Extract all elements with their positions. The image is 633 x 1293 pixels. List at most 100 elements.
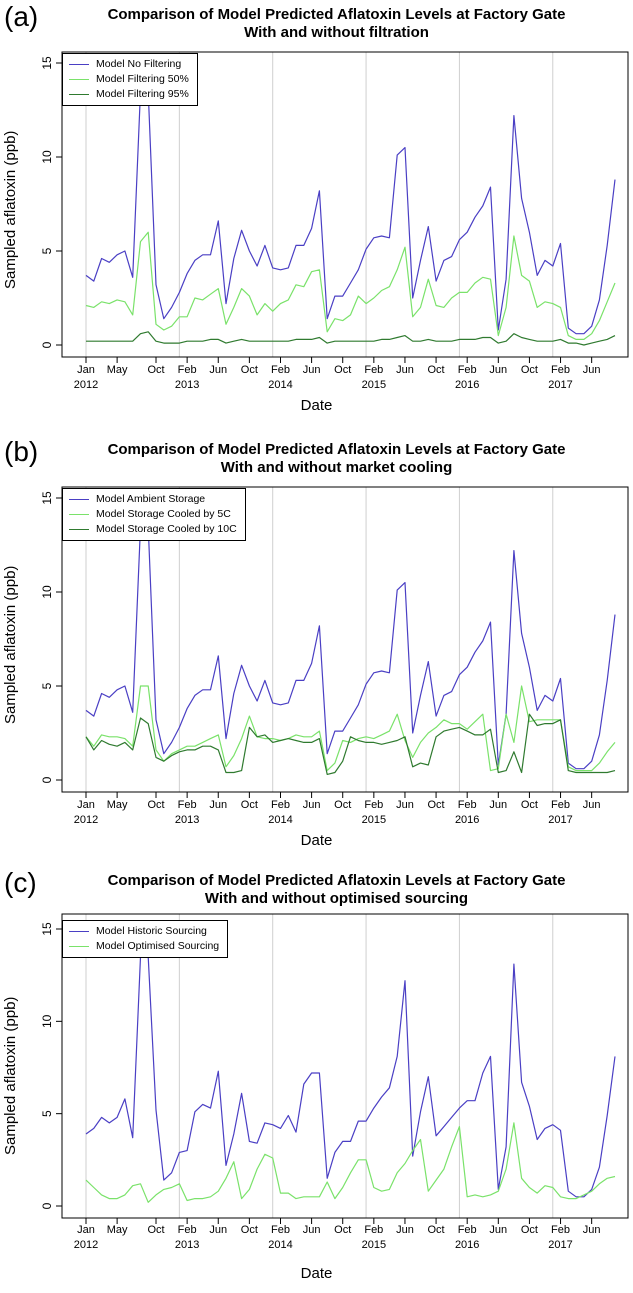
x-tick-label: Oct (334, 799, 351, 811)
x-tick-label: Feb (551, 364, 570, 376)
x-tick-year-label: 2015 (362, 814, 386, 826)
x-axis-label: Date (300, 1265, 333, 1282)
x-tick-year-label: 2013 (175, 1239, 199, 1251)
series-line-2 (85, 231, 616, 340)
x-tick-label: Feb (178, 1224, 197, 1236)
x-tick-year-label: 2017 (548, 1239, 572, 1251)
x-tick-label: Oct (334, 1224, 351, 1236)
panel-title-line1: Comparison of Model Predicted Aflatoxin … (107, 6, 566, 23)
legend: Model No Filtering Model Filtering 50% M… (62, 53, 198, 106)
y-tick-label: 15 (40, 491, 54, 505)
x-tick-label: Oct (241, 1224, 258, 1236)
x-tick-year-label: 2014 (268, 814, 292, 826)
y-tick-label: 5 (40, 682, 54, 689)
y-tick-label: 15 (40, 922, 54, 936)
panel-title-line2: With and without optimised sourcing (204, 890, 469, 907)
x-tick-label: Jun (209, 1224, 227, 1236)
legend-swatch (69, 94, 89, 95)
x-tick-year-label: 2017 (548, 379, 572, 391)
panel-title-line2: With and without market cooling (220, 459, 453, 476)
series-group (85, 525, 616, 775)
x-tick-label: Oct (241, 364, 258, 376)
x-tick-year-label: 2012 (74, 379, 98, 391)
x-tick-label: Oct (521, 799, 538, 811)
panel-b: (b) Comparison of Model Predicted Aflato… (0, 435, 633, 865)
x-tick-label: Jun (583, 364, 601, 376)
x-tick-label: Jun (489, 799, 507, 811)
x-tick-label: Feb (458, 1224, 477, 1236)
legend: Model Ambient Storage Model Storage Cool… (62, 488, 246, 541)
panel-c: (c) Comparison of Model Predicted Aflato… (0, 866, 633, 1293)
legend-label: Model Storage Cooled by 5C (96, 508, 231, 520)
x-tick-label: May (107, 799, 128, 811)
chart-plot: 0 5 10 15 Jan 2012 May Oct Feb 2013 Jun Oct Feb 2014 J… (40, 913, 629, 1251)
panel-letter: (c) (4, 867, 37, 898)
x-tick-label: Oct (241, 799, 258, 811)
series-group (85, 956, 616, 1203)
x-tick-year-label: 2017 (548, 814, 572, 826)
x-tick-year-label: 2015 (362, 379, 386, 391)
series-line-2 (85, 685, 616, 772)
x-tick-label: Jun (489, 364, 507, 376)
x-tick-label: Oct (428, 364, 445, 376)
legend-item: Model Historic Sourcing (69, 924, 219, 939)
legend-label: Model Storage Cooled by 10C (96, 523, 237, 535)
x-tick-label: Oct (428, 1224, 445, 1236)
x-tick-year-label: 2012 (74, 814, 98, 826)
x-tick-label: Feb (178, 799, 197, 811)
y-tick-label: 0 (40, 1202, 54, 1209)
x-tick-label: Jun (583, 1224, 601, 1236)
legend-swatch (69, 79, 89, 80)
x-axis-label: Date (300, 397, 333, 414)
x-tick-label: Feb (178, 364, 197, 376)
panel-letter: (b) (4, 436, 39, 467)
x-tick-year-label: 2014 (268, 1239, 292, 1251)
panel-letter: (a) (4, 1, 39, 32)
x-tick-label: Jun (303, 364, 321, 376)
x-tick-label: Jan (77, 1224, 95, 1236)
plot-frame (61, 51, 629, 358)
x-tick-year-label: 2013 (175, 379, 199, 391)
x-tick-year-label: 2012 (74, 1239, 98, 1251)
x-tick-year-label: 2016 (455, 1239, 479, 1251)
x-tick-label: Jun (489, 1224, 507, 1236)
legend-item: Model Storage Cooled by 10C (69, 522, 237, 537)
y-tick-label: 5 (40, 1110, 54, 1117)
x-tick-year-label: 2016 (455, 814, 479, 826)
x-tick-label: Oct (428, 799, 445, 811)
x-tick-label: Feb (458, 799, 477, 811)
legend-label: Model Historic Sourcing (96, 925, 207, 937)
legend: Model Historic Sourcing Model Optimised … (62, 920, 229, 958)
x-tick-year-label: 2015 (362, 1239, 386, 1251)
x-tick-label: Oct (147, 799, 164, 811)
y-tick-label: 10 (40, 585, 54, 599)
x-tick-label: Feb (364, 799, 383, 811)
x-tick-label: Feb (364, 1224, 383, 1236)
x-tick-label: Feb (271, 1224, 290, 1236)
legend-swatch (69, 499, 89, 500)
series-line-1 (85, 90, 616, 335)
y-tick-label: 10 (40, 1014, 54, 1028)
series-line-1 (85, 525, 616, 770)
panel-title-line1: Comparison of Model Predicted Aflatoxin … (107, 872, 566, 889)
x-tick-label: Feb (458, 364, 477, 376)
x-tick-label: Feb (271, 364, 290, 376)
x-axis-label: Date (300, 832, 333, 849)
legend-swatch (69, 931, 89, 932)
y-tick-label: 15 (40, 56, 54, 70)
legend-label: Model Optimised Sourcing (96, 940, 220, 952)
x-tick-label: Jun (303, 1224, 321, 1236)
y-tick-label: 0 (40, 776, 54, 783)
panel-title: Comparison of Model Predicted Aflatoxin … (40, 6, 633, 42)
x-tick-label: Feb (271, 799, 290, 811)
series-line-1 (85, 956, 616, 1198)
plot-frame (61, 486, 629, 793)
legend-item: Model Storage Cooled by 5C (69, 507, 237, 522)
y-tick-label: 5 (40, 247, 54, 254)
legend-label: Model Filtering 50% (96, 73, 189, 85)
x-tick-label: Jun (396, 1224, 414, 1236)
panel-a: (a) Comparison of Model Predicted Aflato… (0, 0, 633, 430)
x-tick-label: Jun (209, 364, 227, 376)
legend-swatch (69, 946, 89, 947)
x-tick-label: May (107, 364, 128, 376)
